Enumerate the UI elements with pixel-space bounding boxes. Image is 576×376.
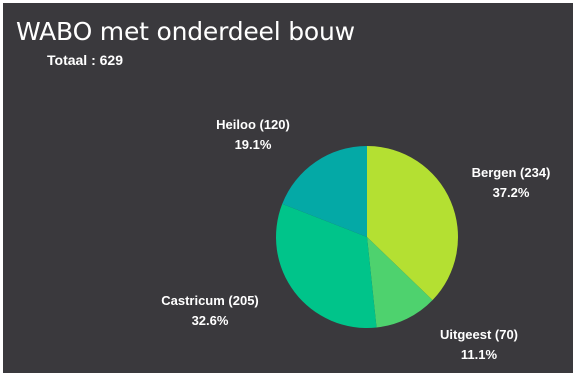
slice-label-uitgeest: Uitgeest (70) (440, 327, 518, 342)
total-value: 629 (99, 52, 123, 68)
pie-chart: Bergen (234) 37.2% Uitgeest (70) 11.1% Castr… (161, 117, 551, 362)
total-summary: Totaal : 629 (47, 52, 123, 68)
slice-percent-heiloo: 19.1% (235, 137, 272, 152)
pie-slice-heiloo (282, 146, 367, 237)
pie-slice-uitgeest (367, 237, 433, 328)
slice-percent-castricum: 32.6% (192, 313, 229, 328)
pie-slice-castricum (276, 203, 377, 328)
slice-percent-bergen: 37.2% (493, 185, 530, 200)
slice-percent-uitgeest: 11.1% (461, 347, 498, 362)
slice-label-heiloo: Heiloo (120) (216, 117, 290, 132)
pie-slice-bergen (367, 146, 458, 301)
total-label: Totaal : (47, 52, 96, 68)
chart-title: WABO met onderdeel bouw (16, 17, 355, 46)
slice-label-castricum: Castricum (205) (161, 293, 259, 308)
slice-label-bergen: Bergen (234) (472, 165, 551, 180)
chart-panel: WABO met onderdeel bouw Totaal : 629 Ber… (3, 3, 573, 373)
